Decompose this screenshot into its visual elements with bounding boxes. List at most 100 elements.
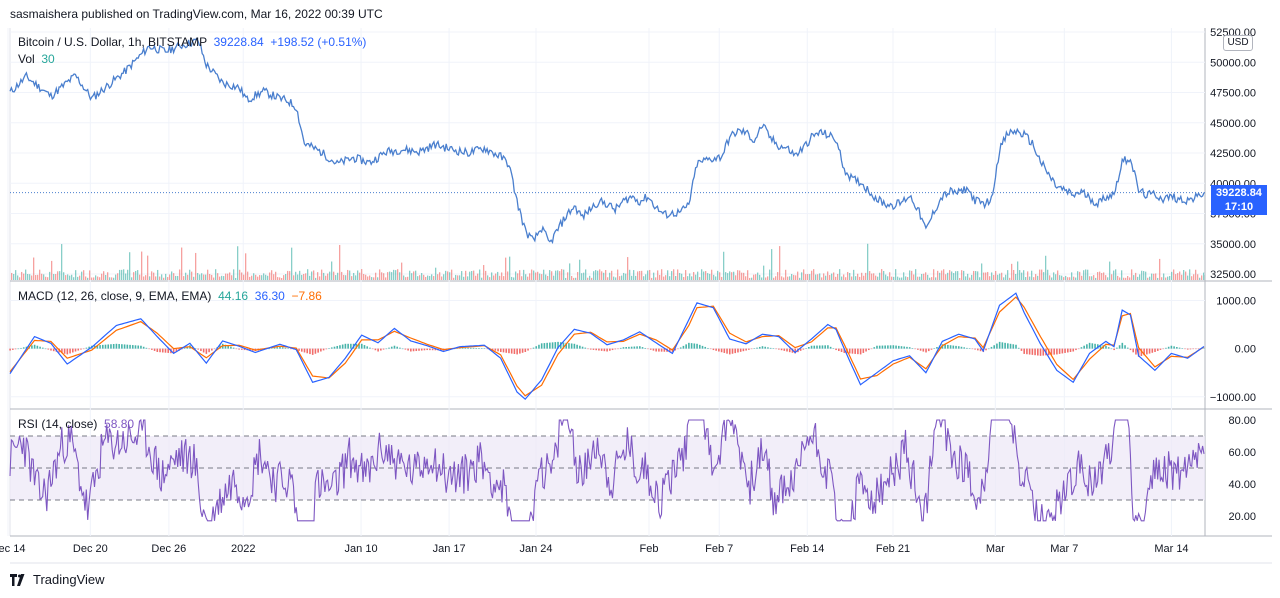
volume-bar xyxy=(859,276,861,280)
macd-hist-bar xyxy=(1058,348,1061,354)
volume-bar xyxy=(637,271,639,280)
macd-hist-bar xyxy=(933,348,936,349)
volume-bar xyxy=(285,274,287,280)
volume-bar xyxy=(99,277,101,280)
volume-bar xyxy=(897,276,899,280)
volume-bar xyxy=(593,271,595,280)
macd-hist-bar xyxy=(1031,348,1034,355)
volume-bars xyxy=(11,243,1205,280)
volume-bar xyxy=(245,253,247,280)
macd-hist-bar xyxy=(74,348,77,352)
volume-bar xyxy=(351,276,353,280)
macd-hist-bar xyxy=(906,346,908,349)
macd-hist-bar xyxy=(829,346,832,349)
macd-hist-bar xyxy=(696,343,698,349)
volume-bar xyxy=(599,269,601,280)
macd-hist-bar xyxy=(960,346,963,349)
volume-bar xyxy=(221,275,223,280)
macd-hist-bar xyxy=(483,348,486,349)
volume-bar xyxy=(1079,271,1081,280)
volume-bar xyxy=(101,273,103,280)
volume-bar xyxy=(297,274,299,280)
macd-hist-bar xyxy=(993,345,995,349)
macd-hist-bar xyxy=(175,348,178,353)
volume-bar xyxy=(1065,275,1067,280)
volume-bar xyxy=(493,275,495,280)
volume-bar xyxy=(849,272,851,280)
volume-bar xyxy=(587,277,589,280)
volume-bar xyxy=(457,275,459,280)
macd-hist-bar xyxy=(325,348,328,350)
volume-bar xyxy=(153,272,155,280)
volume-bar xyxy=(861,272,863,280)
volume-bar xyxy=(95,275,97,280)
volume-bar xyxy=(413,271,415,280)
volume-bar xyxy=(619,276,621,280)
volume-bar xyxy=(729,271,731,280)
volume-bar xyxy=(567,272,569,280)
footer-brand[interactable]: TradingView xyxy=(10,572,105,587)
volume-bar xyxy=(111,277,113,280)
volume-bar xyxy=(1085,269,1087,280)
volume-bar xyxy=(1109,261,1111,280)
volume-bar xyxy=(571,276,573,280)
macd-hist-bar xyxy=(592,348,595,350)
time-tick-label: Feb 7 xyxy=(705,543,733,555)
macd-hist-bar xyxy=(469,347,472,349)
volume-bar xyxy=(699,277,701,280)
macd-hist-bar xyxy=(805,348,807,349)
main-legend: Bitcoin / U.S. Dollar, 1h, BITSTAMP 3922… xyxy=(18,35,366,49)
macd-hist-bar xyxy=(505,348,508,353)
volume-bar xyxy=(273,274,275,280)
volume-bar xyxy=(267,275,269,280)
macd-hist-bar xyxy=(33,344,36,349)
volume-bar xyxy=(461,271,463,280)
currency-button[interactable]: USD xyxy=(1223,35,1253,51)
macd-hist-bar xyxy=(535,346,538,349)
macd-hist-bar xyxy=(649,348,652,350)
volume-bar xyxy=(961,270,963,280)
volume-bar xyxy=(31,275,33,280)
macd-hist-bar xyxy=(927,348,930,352)
volume-bar xyxy=(1119,277,1121,280)
volume-bar xyxy=(463,276,465,280)
macd-hist-bar xyxy=(502,348,505,353)
macd-hist-bar xyxy=(919,348,922,351)
macd-hist-bar xyxy=(630,346,633,349)
volume-bar xyxy=(193,276,195,280)
volume-bar xyxy=(845,277,847,280)
volume-bar xyxy=(919,276,921,280)
macd-hist-bar xyxy=(644,347,647,349)
macd-hist-bar xyxy=(371,348,374,350)
macd-hist-bar xyxy=(900,346,903,349)
macd-hist-bar xyxy=(865,348,867,352)
last-price-value: 39228.84 xyxy=(213,35,264,49)
volume-bar xyxy=(615,277,617,280)
volume-bar xyxy=(357,270,359,280)
volume-bar xyxy=(1197,274,1199,280)
volume-bar xyxy=(933,269,935,280)
volume-bar xyxy=(663,276,665,280)
volume-bar xyxy=(1101,273,1103,280)
volume-bar xyxy=(957,271,959,280)
volume-bar xyxy=(1015,273,1017,280)
macd-hist-bar xyxy=(581,346,584,349)
volume-bar xyxy=(787,276,789,280)
macd-hist-bar xyxy=(1186,348,1189,350)
macd-hist-bar xyxy=(25,346,28,349)
macd-hist-bar xyxy=(750,348,753,350)
macd-hist-bar xyxy=(399,347,401,349)
macd-hist-bar xyxy=(497,348,499,352)
macd-hist-bar xyxy=(385,348,388,350)
volume-bar xyxy=(407,276,409,280)
volume-bar xyxy=(319,276,321,280)
macd-hist-bar xyxy=(66,348,69,355)
volume-bar xyxy=(165,273,167,280)
volume-bar xyxy=(147,255,149,280)
volume-bar xyxy=(377,277,379,280)
volume-bar xyxy=(449,272,451,280)
volume-bar xyxy=(727,273,729,280)
macd-hist-bar xyxy=(1154,348,1156,352)
macd-hist-bar xyxy=(966,347,968,349)
